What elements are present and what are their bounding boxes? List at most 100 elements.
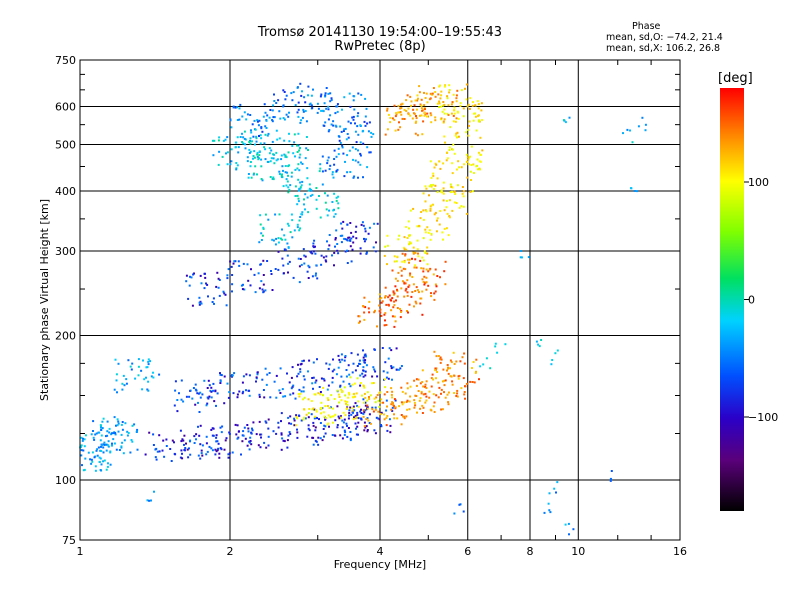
data-point: [372, 366, 375, 369]
data-point: [238, 107, 241, 110]
data-point: [304, 101, 307, 104]
data-point: [246, 424, 249, 426]
data-point: [453, 190, 456, 193]
data-point: [183, 434, 186, 437]
data-point: [275, 129, 278, 132]
data-point: [400, 365, 403, 367]
data-point: [378, 293, 381, 296]
data-point: [386, 234, 389, 237]
data-point: [367, 232, 370, 235]
data-point: [405, 415, 408, 418]
data-point: [314, 426, 317, 429]
data-point: [429, 207, 432, 210]
data-point: [469, 170, 472, 173]
data-point: [403, 401, 406, 404]
data-point: [282, 169, 284, 172]
data-point: [357, 421, 360, 424]
data-point: [219, 382, 222, 384]
data-point: [464, 87, 466, 90]
data-point: [327, 384, 330, 387]
data-point: [406, 294, 409, 297]
data-point: [327, 414, 330, 417]
data-point: [310, 188, 312, 191]
data-point: [331, 254, 333, 257]
data-point: [227, 396, 230, 399]
data-point: [475, 358, 478, 361]
data-point: [356, 413, 359, 416]
data-point: [98, 456, 101, 459]
data-point: [364, 359, 367, 362]
data-point: [220, 448, 223, 451]
data-point: [255, 137, 258, 140]
data-point: [101, 444, 104, 447]
data-point: [262, 283, 265, 286]
data-point: [380, 301, 383, 304]
data-point: [313, 415, 316, 418]
data-point: [437, 355, 440, 357]
data-point: [199, 274, 202, 277]
data-point: [364, 306, 367, 309]
data-point: [396, 307, 399, 309]
data-point: [446, 393, 449, 396]
data-point: [430, 121, 433, 124]
data-point: [95, 432, 98, 435]
data-point: [422, 192, 425, 195]
data-point: [373, 368, 376, 371]
data-point: [280, 158, 283, 161]
data-point: [447, 391, 450, 394]
data-point: [380, 424, 382, 426]
data-point: [142, 359, 144, 362]
data-point: [291, 385, 294, 388]
data-point: [245, 373, 248, 376]
x-tick-label: 2: [227, 545, 234, 558]
colorbar-tick-label: −100: [748, 411, 778, 424]
data-point: [257, 444, 260, 447]
data-point: [126, 430, 129, 433]
data-point: [637, 125, 640, 128]
data-point: [249, 165, 252, 168]
data-point: [443, 391, 445, 394]
data-point: [432, 378, 435, 381]
data-point: [287, 434, 290, 437]
data-point: [378, 297, 381, 300]
data-point: [337, 202, 340, 205]
data-point: [422, 270, 425, 273]
data-point: [407, 258, 409, 261]
data-point: [298, 395, 301, 398]
data-point: [84, 457, 87, 460]
data-point: [92, 430, 94, 432]
data-point: [378, 310, 381, 313]
data-point: [470, 164, 473, 166]
data-point: [453, 201, 456, 204]
data-point: [343, 418, 346, 421]
data-point: [147, 363, 150, 366]
data-point: [424, 209, 427, 212]
data-point: [150, 499, 152, 502]
data-point: [242, 142, 245, 145]
data-point: [281, 165, 284, 168]
data-point: [424, 113, 427, 116]
data-point: [332, 358, 334, 361]
data-point: [322, 411, 325, 414]
data-point: [338, 417, 341, 420]
data-point: [252, 135, 255, 138]
data-point: [231, 274, 234, 276]
data-point: [337, 393, 340, 396]
data-point: [333, 158, 336, 160]
data-point: [179, 456, 182, 459]
scatter-points: [79, 82, 647, 536]
data-point: [288, 381, 291, 384]
data-point: [267, 418, 270, 421]
data-point: [234, 423, 237, 426]
data-point: [456, 184, 459, 187]
data-point: [271, 140, 274, 143]
data-point: [414, 99, 417, 102]
data-point: [298, 149, 301, 152]
data-point: [556, 481, 559, 484]
data-point: [253, 143, 256, 146]
data-point: [292, 384, 295, 387]
data-point: [248, 374, 251, 377]
data-point: [339, 361, 342, 364]
data-point: [325, 260, 328, 263]
